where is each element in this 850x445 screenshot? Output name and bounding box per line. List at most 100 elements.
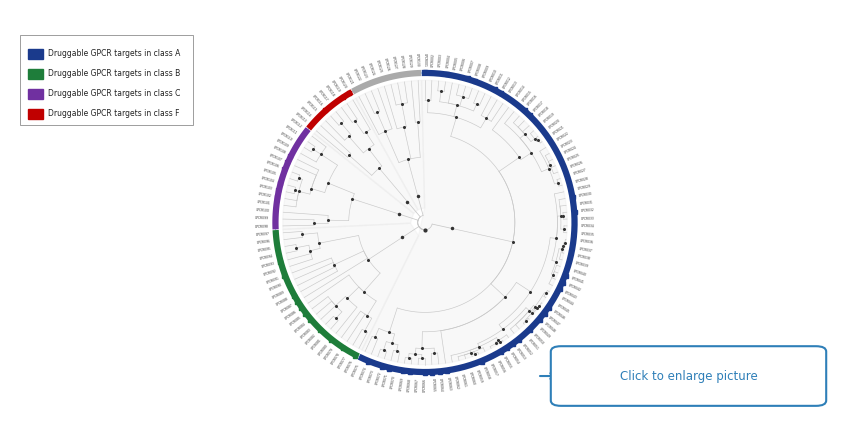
Text: GPCR045: GPCR045 [557,303,570,314]
Text: GPCR082: GPCR082 [305,333,318,345]
Text: GPCR015: GPCR015 [521,89,533,102]
Text: GPCR039: GPCR039 [575,262,589,269]
Text: GPCR069: GPCR069 [399,376,405,391]
Text: GPCR104: GPCR104 [261,176,275,183]
Text: GPCR060: GPCR060 [468,371,475,386]
Text: GPCR008: GPCR008 [475,62,484,76]
Text: GPCR024: GPCR024 [564,146,578,155]
Text: GPCR053: GPCR053 [515,348,526,361]
Text: GPCR123: GPCR123 [360,65,368,79]
Text: GPCR012: GPCR012 [502,75,513,89]
Text: GPCR109: GPCR109 [275,138,290,149]
Text: GPCR056: GPCR056 [496,360,506,374]
Text: GPCR063: GPCR063 [445,376,451,391]
Text: Druggable GPCR targets in class B: Druggable GPCR targets in class B [48,69,181,78]
Text: GPCR079: GPCR079 [324,348,335,361]
Text: GPCR115: GPCR115 [305,100,318,112]
Text: Druggable GPCR targets in class A: Druggable GPCR targets in class A [48,49,181,58]
Text: GPCR017: GPCR017 [532,100,545,112]
Text: GPCR077: GPCR077 [337,356,348,370]
Text: GPCR038: GPCR038 [577,254,591,261]
Text: GPCR064: GPCR064 [438,377,444,392]
Text: GPCR114: GPCR114 [299,105,312,118]
Text: GPCR091: GPCR091 [265,276,280,285]
Text: Druggable GPCR targets in class C: Druggable GPCR targets in class C [48,89,181,98]
Text: GPCR020: GPCR020 [547,118,561,129]
Text: GPCR049: GPCR049 [538,327,551,340]
Text: GPCR047: GPCR047 [547,316,561,327]
Text: GPCR070: GPCR070 [390,375,397,389]
Text: GPCR073: GPCR073 [367,369,375,383]
Text: GPCR021: GPCR021 [552,125,566,136]
Text: GPCR057: GPCR057 [489,363,498,377]
Text: GPCR127: GPCR127 [390,56,397,70]
Text: GPCR018: GPCR018 [538,105,551,118]
Text: GPCR055: GPCR055 [502,356,513,370]
Text: GPCR124: GPCR124 [367,62,375,76]
Text: GPCR002: GPCR002 [431,53,435,67]
Text: GPCR125: GPCR125 [375,59,383,74]
Text: GPCR042: GPCR042 [567,283,581,292]
Text: GPCR035: GPCR035 [581,232,594,237]
Text: GPCR121: GPCR121 [344,72,354,85]
Text: GPCR061: GPCR061 [461,373,468,388]
Text: GPCR086: GPCR086 [284,309,298,320]
Text: GPCR033: GPCR033 [581,216,595,221]
Text: GPCR040: GPCR040 [573,269,587,277]
Text: GPCR025: GPCR025 [567,153,581,162]
Text: GPCR089: GPCR089 [272,290,286,299]
Text: Click to enlarge picture: Click to enlarge picture [620,369,757,383]
Text: GPCR087: GPCR087 [280,303,293,314]
Text: GPCR130: GPCR130 [415,53,419,67]
Text: GPCR062: GPCR062 [453,375,460,389]
Text: GPCR067: GPCR067 [415,378,419,392]
Text: GPCR083: GPCR083 [299,327,312,340]
Polygon shape [283,223,418,350]
Text: GPCR088: GPCR088 [275,296,290,307]
Text: GPCR031: GPCR031 [580,200,593,206]
Text: GPCR118: GPCR118 [324,84,335,97]
Text: GPCR080: GPCR080 [317,343,329,356]
Text: GPCR029: GPCR029 [577,184,592,191]
Text: GPCR112: GPCR112 [289,118,303,129]
Text: GPCR103: GPCR103 [259,184,273,191]
Text: GPCR102: GPCR102 [258,192,272,198]
Text: GPCR074: GPCR074 [360,366,368,380]
Text: GPCR066: GPCR066 [423,378,427,392]
Text: GPCR058: GPCR058 [482,366,491,380]
Text: GPCR037: GPCR037 [578,247,592,253]
Text: GPCR005: GPCR005 [453,55,460,70]
Text: Druggable GPCR targets in class F: Druggable GPCR targets in class F [48,109,180,118]
Text: GPCR007: GPCR007 [468,59,475,74]
Text: GPCR009: GPCR009 [482,65,491,79]
Text: GPCR019: GPCR019 [543,111,556,123]
Text: GPCR111: GPCR111 [284,125,298,136]
Text: GPCR078: GPCR078 [331,352,341,365]
Text: GPCR050: GPCR050 [532,333,545,345]
Text: GPCR092: GPCR092 [263,269,277,277]
Text: GPCR116: GPCR116 [311,94,323,107]
Text: GPCR006: GPCR006 [461,57,468,72]
Text: GPCR075: GPCR075 [352,363,361,377]
Text: GPCR097: GPCR097 [256,232,269,237]
Polygon shape [314,98,418,213]
Text: GPCR099: GPCR099 [255,216,269,221]
Text: GPCR026: GPCR026 [570,160,585,169]
Text: GPCR129: GPCR129 [406,53,412,68]
Text: GPCR071: GPCR071 [382,373,389,388]
Text: GPCR107: GPCR107 [269,153,283,162]
Text: GPCR072: GPCR072 [375,371,383,386]
Text: GPCR054: GPCR054 [509,352,519,366]
Text: GPCR027: GPCR027 [573,168,587,176]
Text: GPCR052: GPCR052 [521,343,533,356]
Text: GPCR110: GPCR110 [280,131,293,142]
Text: GPCR046: GPCR046 [552,309,566,320]
Text: GPCR014: GPCR014 [515,84,526,97]
Text: GPCR113: GPCR113 [294,112,307,123]
Text: GPCR095: GPCR095 [258,247,272,253]
Text: GPCR101: GPCR101 [257,200,270,206]
Text: GPCR093: GPCR093 [261,262,275,269]
Text: GPCR122: GPCR122 [352,68,361,82]
Polygon shape [356,80,425,210]
Text: GPCR108: GPCR108 [272,146,286,155]
